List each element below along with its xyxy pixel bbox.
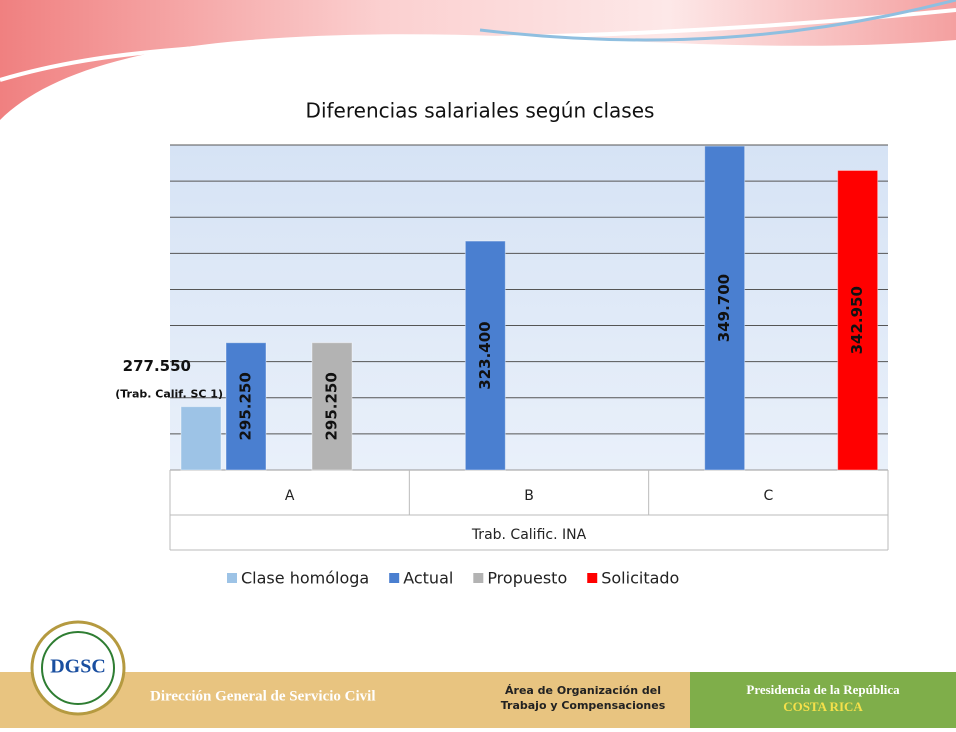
legend-swatch bbox=[587, 573, 597, 583]
legend-label: Clase homóloga bbox=[241, 569, 369, 588]
legend-label: Propuesto bbox=[487, 569, 567, 588]
data-label: 295.250 bbox=[237, 372, 255, 440]
footer-presidency: Presidencia de la República bbox=[746, 682, 900, 697]
legend-label: Actual bbox=[403, 569, 453, 588]
data-label: 323.400 bbox=[476, 321, 494, 389]
footer-org: Dirección General de Servicio Civil bbox=[150, 688, 376, 704]
data-label: 342.950 bbox=[848, 286, 866, 354]
footer-country: COSTA RICA bbox=[783, 699, 863, 714]
legend-swatch bbox=[389, 573, 399, 583]
x-tick-label: A bbox=[285, 488, 295, 504]
logo-text: DGSC bbox=[50, 656, 106, 678]
bar bbox=[181, 407, 221, 470]
page: {"chart_data": {"type": "bar", "title": … bbox=[0, 0, 956, 728]
footer-area: Área de Organización del bbox=[505, 684, 661, 697]
data-label: 295.250 bbox=[323, 372, 341, 440]
x-tick-label: C bbox=[763, 488, 773, 504]
legend-label: Solicitado bbox=[601, 569, 679, 588]
x-tick-label: B bbox=[524, 488, 534, 504]
x-axis-label: Trab. Calific. INA bbox=[471, 527, 587, 543]
annotation: (Trab. Calif. SC 1) bbox=[115, 388, 223, 401]
plot-area bbox=[170, 145, 888, 470]
chart-title: Diferencias salariales según clases bbox=[306, 99, 655, 123]
data-label: 277.550 bbox=[123, 357, 191, 375]
slide: Diferencias salariales según clases A B C 2… bbox=[0, 0, 956, 728]
footer-area: Trabajo y Compensaciones bbox=[501, 699, 666, 712]
legend-swatch bbox=[473, 573, 483, 583]
data-label: 349.700 bbox=[715, 274, 733, 342]
legend-swatch bbox=[227, 573, 237, 583]
